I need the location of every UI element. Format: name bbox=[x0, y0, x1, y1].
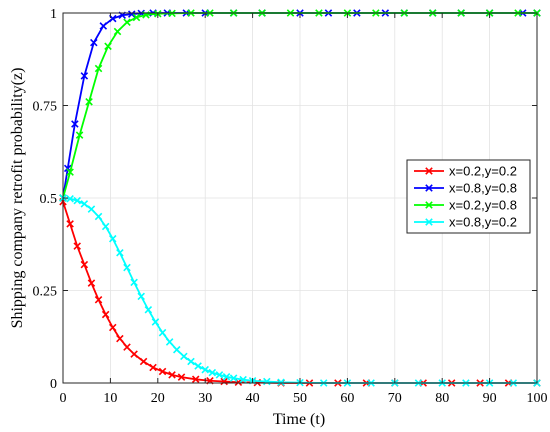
data-point bbox=[73, 196, 81, 205]
data-point bbox=[116, 248, 124, 257]
data-point bbox=[158, 328, 167, 337]
data-point bbox=[80, 72, 89, 80]
data-point bbox=[215, 371, 224, 379]
data-point bbox=[94, 295, 103, 304]
data-point bbox=[201, 365, 209, 374]
data-point bbox=[229, 374, 238, 382]
data-point bbox=[139, 357, 148, 366]
y-axis-label: Shipping company retrofit probability(z) bbox=[9, 68, 26, 329]
data-point bbox=[113, 27, 122, 36]
x-tick-label: 30 bbox=[198, 391, 212, 406]
data-point bbox=[101, 310, 110, 319]
x-tick-label: 70 bbox=[388, 391, 402, 406]
x-tick-label: 50 bbox=[293, 391, 307, 406]
x-tick-label: 90 bbox=[483, 391, 497, 406]
data-point bbox=[123, 343, 131, 351]
data-point bbox=[151, 318, 160, 326]
y-tick-label: 0.25 bbox=[33, 285, 58, 300]
data-point bbox=[116, 334, 124, 343]
data-point bbox=[194, 362, 202, 370]
data-point bbox=[104, 42, 112, 51]
data-point bbox=[144, 305, 153, 314]
data-point bbox=[123, 18, 131, 27]
y-tick-label: 0.75 bbox=[33, 100, 58, 115]
legend-swatch-marker bbox=[425, 184, 433, 192]
data-point bbox=[75, 131, 84, 139]
legend-entry: x=0.2,y=0.8 bbox=[414, 198, 517, 213]
data-point bbox=[222, 372, 231, 381]
data-point bbox=[127, 10, 136, 18]
data-point bbox=[263, 377, 271, 386]
x-tick-label: 20 bbox=[151, 391, 165, 406]
legend-label: x=0.2,y=0.2 bbox=[449, 164, 517, 179]
data-point bbox=[132, 13, 141, 22]
data-point bbox=[137, 292, 145, 301]
legend-swatch-marker bbox=[425, 218, 433, 226]
y-tick-label: 0.5 bbox=[40, 192, 58, 207]
data-point bbox=[149, 363, 157, 372]
x-tick-label: 80 bbox=[435, 391, 449, 406]
x-tick-label: 40 bbox=[246, 391, 260, 406]
legend-label: x=0.2,y=0.8 bbox=[449, 198, 517, 213]
y-tick-label: 1 bbox=[50, 7, 57, 22]
data-point bbox=[239, 375, 247, 384]
data-point bbox=[66, 194, 74, 203]
data-point bbox=[208, 368, 217, 377]
legend-entry: x=0.8,y=0.8 bbox=[414, 181, 517, 196]
data-point bbox=[177, 373, 186, 381]
data-point bbox=[130, 350, 138, 358]
data-point bbox=[191, 375, 200, 384]
legend-label: x=0.8,y=0.8 bbox=[449, 181, 517, 196]
x-tick-label: 60 bbox=[340, 391, 354, 406]
data-point bbox=[180, 352, 188, 361]
data-point bbox=[73, 242, 81, 250]
data-point bbox=[85, 98, 93, 106]
data-point bbox=[109, 234, 117, 243]
tick-labels: 0 10 20 30 40 50 60 70 80 90 100 0 0.25 0.5 0.75 1 bbox=[33, 7, 548, 406]
data-point bbox=[87, 279, 96, 287]
legend-entry: x=0.8,y=0.2 bbox=[414, 215, 517, 230]
data-point bbox=[66, 168, 74, 176]
data-point bbox=[172, 345, 181, 354]
data-point bbox=[80, 200, 89, 208]
x-tick-label: 10 bbox=[103, 391, 117, 406]
data-point bbox=[220, 377, 228, 386]
data-point bbox=[94, 212, 103, 221]
axes bbox=[62, 12, 538, 384]
data-point bbox=[109, 323, 117, 332]
legend: x=0.2,y=0.2 x=0.8,y=0.8 x=0.2,y=0.8 x=0.8,y… bbox=[406, 159, 531, 234]
data-point bbox=[99, 22, 108, 30]
data-point bbox=[158, 367, 167, 376]
data-point bbox=[123, 263, 131, 272]
legend-swatch-marker bbox=[425, 201, 433, 209]
y-tick-label: 0 bbox=[50, 377, 57, 392]
data-point bbox=[71, 120, 79, 128]
data-point bbox=[187, 357, 195, 366]
data-point bbox=[80, 260, 89, 269]
data-point bbox=[168, 371, 176, 379]
data-point bbox=[94, 64, 103, 73]
x-axis-label: Time (t) bbox=[273, 411, 325, 428]
data-point bbox=[130, 278, 138, 287]
data-point bbox=[277, 378, 285, 387]
x-tick-label: 0 bbox=[60, 391, 67, 406]
data-point bbox=[90, 38, 98, 47]
data-point bbox=[87, 205, 96, 213]
legend-entry: x=0.2,y=0.2 bbox=[414, 164, 517, 179]
data-point bbox=[101, 222, 110, 231]
legend-label: x=0.8,y=0.2 bbox=[449, 215, 517, 230]
data-point bbox=[66, 220, 74, 228]
data-point bbox=[165, 338, 174, 346]
legend-swatch-marker bbox=[425, 167, 433, 175]
x-tick-label: 100 bbox=[527, 391, 548, 406]
